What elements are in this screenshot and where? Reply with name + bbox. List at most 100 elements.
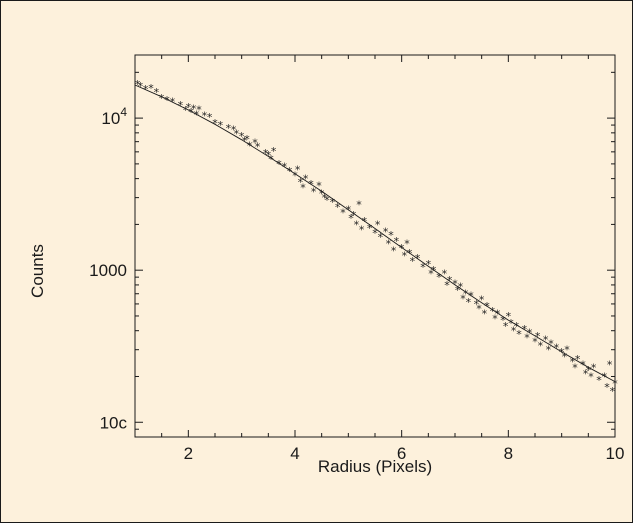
data-point: *	[300, 181, 306, 194]
data-point: *	[612, 377, 618, 390]
data-point: *	[535, 330, 541, 343]
data-point: *	[394, 235, 400, 248]
data-point: *	[484, 300, 490, 313]
data-point: *	[303, 173, 309, 186]
data-point: *	[178, 99, 184, 112]
data-point: *	[516, 328, 522, 341]
data-point: *	[596, 374, 602, 387]
data-point: *	[252, 137, 258, 150]
data-point: *	[316, 180, 322, 193]
data-point: *	[135, 78, 141, 91]
data-point: *	[503, 320, 509, 333]
x-axis-title: Radius (Pixels)	[318, 457, 432, 476]
data-point: *	[564, 344, 570, 357]
data-point: *	[468, 290, 474, 303]
data-point: *	[415, 252, 421, 265]
x-axis: 2 4 6 8 10	[134, 55, 625, 463]
data-points: ** * * * * * * * ****** * * * * * ** **** ** ***** * * *****…	[135, 78, 618, 398]
data-point: *	[346, 204, 352, 217]
data-point: *	[330, 196, 336, 209]
data-point: *	[295, 163, 301, 176]
data-point: *	[399, 242, 405, 255]
y-tick-label: 104	[101, 105, 127, 128]
data-point: *	[572, 361, 578, 374]
fit-curve	[134, 84, 616, 382]
data-point: *	[164, 94, 170, 107]
x-tick-label: 2	[184, 444, 193, 463]
data-point: *	[591, 361, 597, 374]
data-point: *	[508, 317, 514, 330]
data-point: *	[375, 218, 381, 231]
x-tick-label: 8	[504, 444, 513, 463]
data-point: *	[359, 224, 365, 237]
data-point: *	[391, 244, 397, 257]
x-tick-label: 10	[606, 444, 625, 463]
data-point: *	[588, 370, 594, 383]
data-point: *	[335, 201, 341, 214]
data-point: *	[604, 381, 610, 394]
data-point: *	[196, 103, 202, 116]
data-point: *	[460, 293, 466, 306]
data-point: *	[442, 268, 448, 281]
data-point: *	[548, 337, 554, 350]
data-point: *	[580, 358, 586, 371]
data-point: *	[546, 344, 552, 357]
data-point: *	[500, 314, 506, 327]
data-point: *	[474, 298, 480, 311]
data-point: *	[495, 307, 501, 320]
data-point: *	[234, 128, 240, 141]
data-point: *	[276, 158, 282, 171]
data-point: *	[271, 145, 277, 158]
data-point: *	[255, 141, 261, 154]
data-point: *	[388, 229, 394, 242]
data-point: *	[378, 231, 384, 244]
data-point: *	[514, 320, 520, 333]
data-point: *	[348, 212, 354, 225]
data-point: *	[186, 101, 192, 114]
data-point: *	[183, 104, 189, 117]
plot-area-frame	[134, 54, 616, 438]
data-point: *	[354, 218, 360, 231]
data-point: *	[447, 274, 453, 287]
data-point: *	[263, 147, 269, 160]
data-point: *	[351, 209, 357, 222]
x-tick-label: 4	[290, 444, 299, 463]
data-point: *	[562, 351, 568, 364]
data-point: *	[340, 206, 346, 219]
data-point: *	[452, 277, 458, 290]
data-point: *	[324, 194, 330, 207]
data-point: *	[282, 161, 288, 174]
data-point: *	[407, 247, 413, 260]
data-point: *	[410, 255, 416, 268]
data-point: *	[311, 185, 317, 198]
data-point: *	[188, 106, 194, 119]
data-point: *	[586, 364, 592, 377]
data-point: *	[554, 342, 560, 355]
data-point: *	[268, 153, 274, 166]
data-point: *	[479, 294, 485, 307]
data-point: *	[607, 358, 613, 371]
data-point: *	[242, 135, 248, 148]
data-point: *	[492, 313, 498, 326]
data-point: *	[511, 325, 517, 338]
data-point: *	[138, 80, 144, 93]
data-point: *	[444, 279, 450, 292]
data-point: *	[170, 95, 176, 108]
data-point: *	[522, 323, 528, 336]
data-point: *	[148, 82, 154, 95]
data-point: *	[420, 261, 426, 274]
data-point: *	[231, 124, 237, 137]
data-point: *	[610, 385, 616, 398]
data-point: *	[287, 165, 293, 178]
data-point: *	[191, 102, 197, 115]
data-point: *	[570, 356, 576, 369]
data-point: *	[602, 370, 608, 383]
data-point: *	[154, 86, 160, 99]
data-point: *	[506, 310, 512, 323]
data-point: *	[207, 111, 213, 124]
data-point: *	[356, 199, 362, 212]
data-point: *	[319, 187, 325, 200]
data-point: *	[372, 227, 378, 240]
data-point: *	[308, 178, 314, 191]
